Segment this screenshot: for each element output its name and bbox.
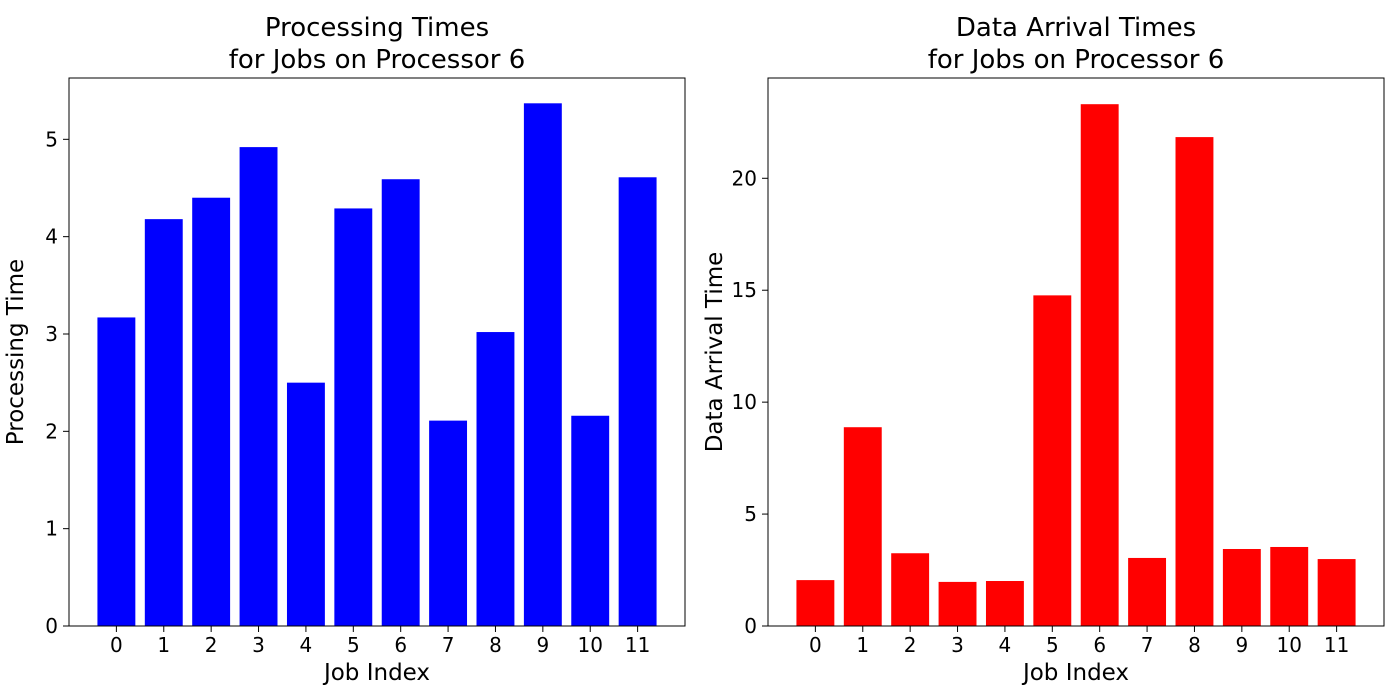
x-tick-label: 2 — [904, 633, 917, 657]
x-tick-label: 9 — [1235, 633, 1248, 657]
x-tick-label: 10 — [578, 633, 603, 657]
x-tick-label: 0 — [809, 633, 822, 657]
x-tick-label: 8 — [489, 633, 502, 657]
bars — [97, 103, 657, 627]
x-tick-label: 9 — [536, 633, 549, 657]
x-tick-label: 6 — [1093, 633, 1106, 657]
y-axis-label: Processing Time — [3, 259, 29, 445]
bar-job-6 — [381, 179, 420, 626]
bar-job-9 — [1222, 548, 1261, 626]
bar-job-1 — [843, 427, 882, 626]
bar-job-11 — [1317, 559, 1356, 626]
chart-title-line-2: for Jobs on Processor 6 — [229, 45, 526, 75]
bar-job-10 — [1270, 546, 1309, 626]
y-tick-label: 5 — [45, 127, 58, 151]
x-ticks: 0 1 2 3 4 5 6 7 8 9 10 11 — [110, 626, 650, 657]
bar-job-4 — [985, 581, 1024, 626]
x-ticks: 0 1 2 3 4 5 6 7 8 9 10 11 — [809, 626, 1349, 657]
x-tick-label: 7 — [442, 633, 455, 657]
bars — [796, 104, 1356, 627]
y-tick-label: 15 — [732, 278, 757, 302]
x-axis-label: Job Index — [322, 660, 430, 686]
x-tick-label: 3 — [252, 633, 265, 657]
y-ticks: 0 1 2 3 4 5 — [45, 127, 69, 638]
x-tick-label: 11 — [1324, 633, 1349, 657]
x-tick-label: 11 — [625, 633, 650, 657]
y-tick-label: 3 — [45, 322, 58, 346]
chart-title-line-1: Processing Times — [265, 13, 489, 43]
x-tick-label: 1 — [157, 633, 170, 657]
x-tick-label: 8 — [1188, 633, 1201, 657]
bar-job-5 — [1033, 295, 1072, 626]
y-tick-label: 2 — [45, 419, 58, 443]
x-tick-label: 2 — [205, 633, 218, 657]
x-tick-label: 10 — [1277, 633, 1302, 657]
x-tick-label: 5 — [347, 633, 360, 657]
bar-job-7 — [1128, 557, 1167, 626]
chart-title-line-1: Data Arrival Times — [956, 13, 1196, 43]
y-tick-label: 5 — [744, 502, 757, 526]
x-tick-label: 4 — [300, 633, 313, 657]
y-tick-label: 0 — [744, 614, 757, 638]
data-arrival-times-chart: Data Arrival Times for Jobs on Processor… — [702, 13, 1385, 686]
y-tick-label: 20 — [732, 166, 757, 190]
y-ticks: 0 5 10 15 20 — [732, 166, 768, 638]
bar-job-4 — [286, 382, 325, 626]
x-tick-label: 5 — [1046, 633, 1059, 657]
bar-job-6 — [1080, 104, 1119, 627]
processing-times-chart: Processing Times for Jobs on Processor 6… — [3, 13, 686, 686]
x-tick-label: 7 — [1141, 633, 1154, 657]
x-axis-label: Job Index — [1021, 660, 1129, 686]
y-tick-label: 0 — [45, 614, 58, 638]
x-tick-label: 0 — [110, 633, 123, 657]
plot-area-frame — [68, 77, 686, 627]
y-axis-label: Data Arrival Time — [702, 252, 728, 453]
chart-title-line-2: for Jobs on Processor 6 — [928, 45, 1225, 75]
bar-job-0 — [796, 580, 835, 626]
bar-job-8 — [476, 332, 515, 626]
bar-job-11 — [618, 177, 657, 626]
bar-job-10 — [571, 415, 610, 626]
bar-job-9 — [523, 103, 562, 627]
bar-job-2 — [192, 197, 231, 627]
x-tick-label: 1 — [856, 633, 869, 657]
y-tick-label: 10 — [732, 390, 757, 414]
bar-job-5 — [334, 208, 373, 626]
bar-job-0 — [97, 317, 136, 626]
bar-job-2 — [891, 553, 930, 626]
bar-job-7 — [429, 420, 468, 626]
x-tick-label: 3 — [951, 633, 964, 657]
y-tick-label: 4 — [45, 225, 58, 249]
y-tick-label: 1 — [45, 517, 58, 541]
plot-area-frame — [767, 77, 1385, 627]
x-tick-label: 4 — [999, 633, 1012, 657]
bar-job-3 — [239, 147, 278, 627]
bar-job-3 — [938, 581, 977, 626]
bar-job-8 — [1175, 137, 1214, 627]
x-tick-label: 6 — [394, 633, 407, 657]
bar-job-1 — [144, 219, 183, 626]
